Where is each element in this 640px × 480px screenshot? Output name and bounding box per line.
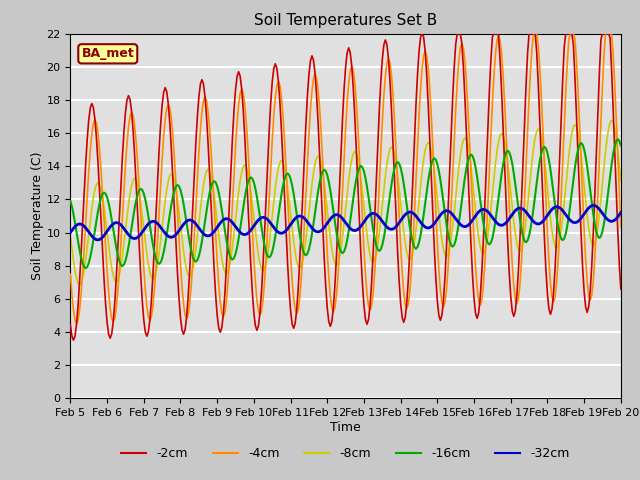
Y-axis label: Soil Temperature (C): Soil Temperature (C) — [31, 152, 44, 280]
Title: Soil Temperatures Set B: Soil Temperatures Set B — [254, 13, 437, 28]
X-axis label: Time: Time — [330, 421, 361, 434]
Text: BA_met: BA_met — [81, 48, 134, 60]
Legend: -2cm, -4cm, -8cm, -16cm, -32cm: -2cm, -4cm, -8cm, -16cm, -32cm — [116, 442, 575, 465]
